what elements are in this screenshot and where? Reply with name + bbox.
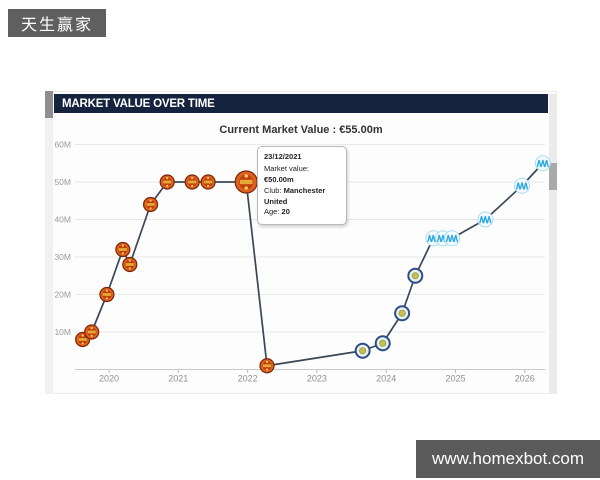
x-axis-tick-label: 2023 bbox=[307, 374, 327, 384]
tooltip-age: Age: 20 bbox=[264, 207, 290, 217]
card-header: MARKET VALUE OVER TIME bbox=[54, 94, 548, 113]
data-point-lightblue-crest[interactable] bbox=[444, 230, 461, 247]
y-axis-tick-label: 60M bbox=[54, 140, 71, 150]
x-axis-tick-label: 2022 bbox=[238, 374, 258, 384]
data-point-navy-yellow-crest[interactable] bbox=[374, 335, 391, 352]
data-point-man-utd-crest[interactable] bbox=[99, 286, 115, 303]
y-axis-tick-label: 40M bbox=[54, 215, 71, 225]
data-point-navy-yellow-crest[interactable] bbox=[354, 342, 371, 359]
market-value-card bbox=[45, 91, 557, 394]
y-axis-tick-label: 50M bbox=[54, 177, 71, 187]
data-point-lightblue-crest[interactable] bbox=[514, 177, 531, 194]
tooltip-club: Club: Manchester United bbox=[264, 185, 326, 206]
data-point-man-utd-crest[interactable] bbox=[184, 174, 200, 190]
y-axis-tick-label: 10M bbox=[54, 327, 71, 337]
x-axis-tick-label: 2025 bbox=[445, 374, 465, 384]
x-axis-tick-label: 2021 bbox=[168, 374, 188, 384]
card-left-strip bbox=[45, 91, 53, 394]
x-axis-tick-label: 2024 bbox=[376, 374, 396, 384]
data-point-man-utd-crest[interactable] bbox=[200, 174, 216, 190]
x-axis-tick-label: 2020 bbox=[99, 374, 119, 384]
data-point-navy-yellow-crest[interactable] bbox=[394, 305, 411, 322]
x-axis-tick-label: 2026 bbox=[515, 374, 535, 384]
data-point-man-utd-crest[interactable] bbox=[84, 324, 100, 340]
bottom-watermark: www.homexbot.com bbox=[416, 440, 600, 478]
data-point-man-utd-crest[interactable] bbox=[234, 170, 258, 194]
data-point-navy-yellow-crest[interactable] bbox=[407, 267, 424, 284]
card-header-title: MARKET VALUE OVER TIME bbox=[62, 97, 215, 110]
scrollbar-track[interactable] bbox=[549, 94, 557, 394]
top-watermark-label: 天生赢家 bbox=[21, 17, 94, 34]
scrollbar-thumb[interactable] bbox=[549, 163, 557, 190]
data-point-lightblue-crest[interactable] bbox=[477, 211, 494, 228]
data-point-man-utd-crest[interactable] bbox=[142, 196, 159, 213]
current-market-value-label: Current Market Value : €55.00m bbox=[219, 124, 383, 136]
datapoint-tooltip: 23/12/2021 Market value: €50.00m Club: M… bbox=[257, 146, 347, 226]
data-point-man-utd-crest[interactable] bbox=[259, 358, 275, 374]
data-point-man-utd-crest[interactable] bbox=[122, 256, 138, 273]
data-point-man-utd-crest[interactable] bbox=[159, 174, 175, 190]
card-left-accent bbox=[45, 91, 53, 118]
data-point-lightblue-crest[interactable] bbox=[534, 155, 551, 172]
tooltip-date: 23/12/2021 bbox=[264, 152, 302, 161]
tooltip-market-value: Market value: €50.00m bbox=[264, 163, 310, 184]
bottom-watermark-label: www.homexbot.com bbox=[431, 449, 585, 468]
y-axis-tick-label: 20M bbox=[54, 290, 71, 300]
y-axis-tick-label: 30M bbox=[54, 252, 71, 262]
data-point-man-utd-crest[interactable] bbox=[115, 241, 131, 258]
top-watermark: 天生赢家 bbox=[8, 9, 107, 37]
